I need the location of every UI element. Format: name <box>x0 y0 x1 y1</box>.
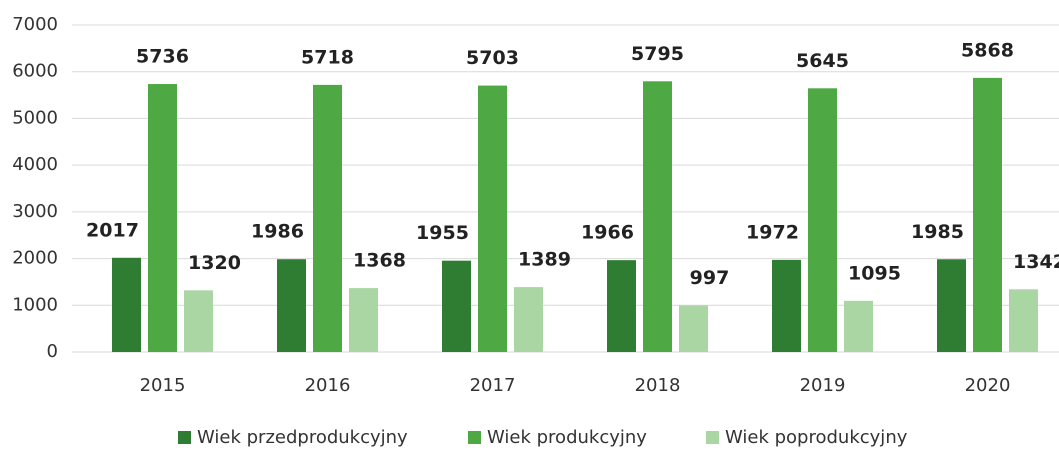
legend-swatch <box>706 431 719 444</box>
data-label: 2017 <box>86 219 139 241</box>
data-label: 1389 <box>518 249 571 271</box>
y-tick-label: 4000 <box>12 154 58 175</box>
x-tick-label: 2017 <box>470 375 516 396</box>
data-label: 1985 <box>911 221 964 243</box>
y-tick-label: 3000 <box>12 201 58 222</box>
bar <box>478 85 507 352</box>
x-tick-label: 2015 <box>140 375 186 396</box>
y-tick-label: 0 <box>47 341 58 362</box>
legend-swatch <box>178 431 191 444</box>
x-tick-label: 2019 <box>800 375 846 396</box>
bar <box>277 259 306 352</box>
bar <box>184 290 213 352</box>
y-tick-label: 5000 <box>12 107 58 128</box>
bar <box>808 88 837 353</box>
x-tick-label: 2016 <box>305 375 351 396</box>
legend-label: Wiek produkcyjny <box>487 427 647 448</box>
bar <box>772 259 801 352</box>
data-label: 5718 <box>301 46 354 68</box>
y-tick-label: 2000 <box>12 248 58 269</box>
data-label: 1955 <box>416 222 469 244</box>
x-tick-label: 2018 <box>635 375 681 396</box>
data-label: 1368 <box>353 250 406 272</box>
bar <box>514 287 543 352</box>
data-label: 1966 <box>581 222 634 244</box>
bar <box>643 81 672 352</box>
data-label: 1972 <box>746 221 799 243</box>
bar <box>937 259 966 352</box>
data-label: 5868 <box>961 39 1014 61</box>
bar <box>112 257 141 352</box>
legend-label: Wiek poprodukcyjny <box>725 427 908 448</box>
bar <box>679 305 708 352</box>
data-label: 5703 <box>466 47 519 69</box>
data-label: 1986 <box>251 221 304 243</box>
bar <box>442 260 471 352</box>
data-label: 1320 <box>188 252 241 274</box>
data-label: 5645 <box>796 50 849 72</box>
legend-label: Wiek przedprodukcyjny <box>197 427 408 448</box>
bar <box>607 260 636 352</box>
bar <box>1009 289 1038 352</box>
x-tick-label: 2020 <box>965 375 1011 396</box>
y-tick-label: 7000 <box>12 14 58 35</box>
data-label: 5736 <box>136 46 189 68</box>
bar <box>349 288 378 352</box>
bar <box>973 77 1002 353</box>
data-label: 1095 <box>848 262 901 284</box>
data-label: 1342 <box>1013 251 1059 273</box>
bar <box>844 300 873 352</box>
bar <box>313 84 342 353</box>
data-label: 5795 <box>631 43 684 65</box>
bar <box>148 84 177 352</box>
legend-swatch <box>468 431 481 444</box>
y-tick-label: 1000 <box>12 294 58 315</box>
data-label: 997 <box>690 267 730 289</box>
y-tick-label: 6000 <box>12 61 58 82</box>
